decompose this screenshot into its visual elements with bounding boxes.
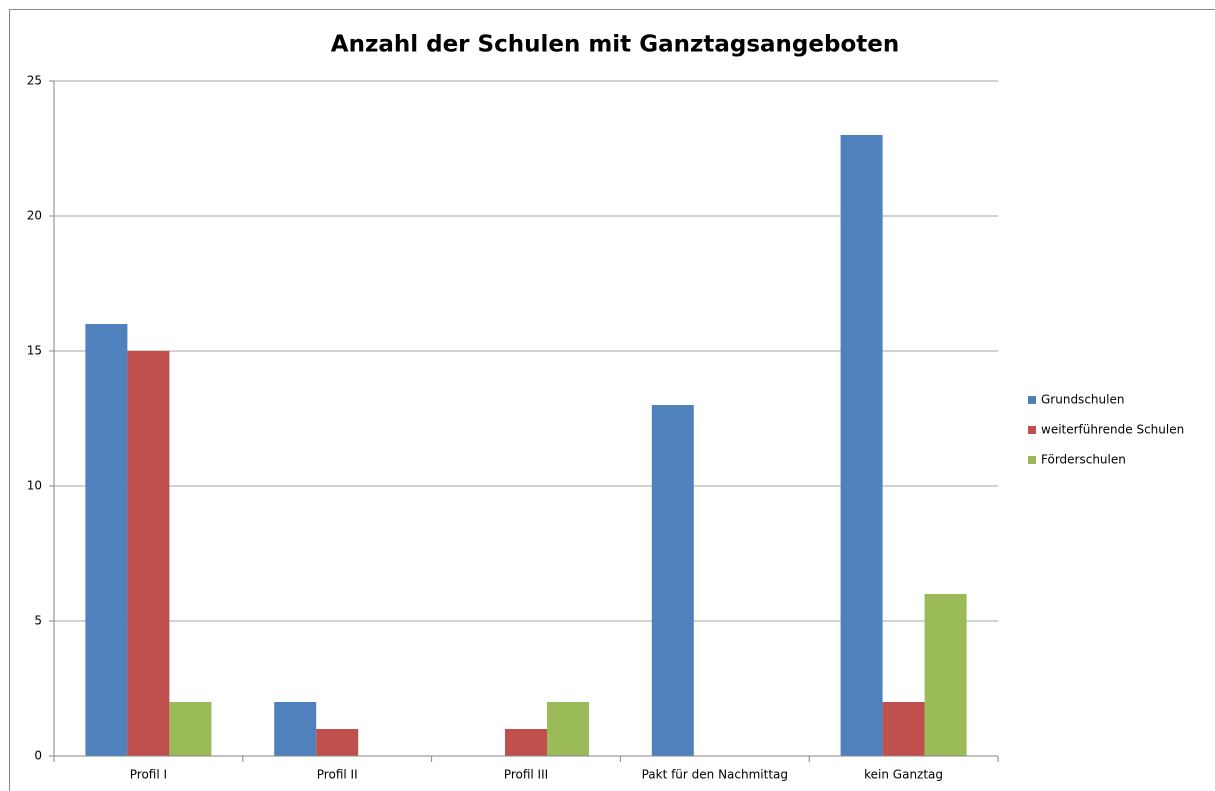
bar — [274, 702, 317, 756]
x-tick-label: Profil I — [130, 768, 167, 782]
y-tick-label: 20 — [27, 209, 42, 223]
y-tick-label: 10 — [27, 479, 42, 493]
bar — [169, 702, 212, 756]
bar — [505, 729, 547, 756]
bar — [547, 702, 589, 756]
legend-label: Grundschulen — [1041, 393, 1124, 407]
legend-swatch — [1028, 396, 1036, 404]
x-tick-label: Profil II — [317, 768, 358, 782]
legend-swatch — [1028, 456, 1036, 464]
chart-title: Anzahl der Schulen mit Ganztagsangeboten — [331, 32, 899, 58]
bar — [882, 702, 925, 756]
bar — [651, 405, 694, 756]
y-tick-label: 15 — [27, 344, 42, 358]
chart-border — [9, 9, 1215, 791]
legend-swatch — [1028, 426, 1036, 434]
bar — [127, 351, 170, 756]
y-tick-label: 0 — [34, 749, 42, 763]
bar — [840, 135, 883, 756]
x-tick-label: Pakt für den Nachmittag — [642, 768, 788, 782]
x-tick-label: kein Ganztag — [864, 768, 943, 782]
bar — [85, 324, 128, 756]
legend-label: Förderschulen — [1041, 453, 1126, 467]
bar — [316, 729, 359, 756]
bar — [924, 594, 967, 756]
y-tick-label: 25 — [27, 74, 42, 88]
y-tick-label: 5 — [34, 614, 42, 628]
legend-label: weiterführende Schulen — [1041, 423, 1184, 437]
x-tick-label: Profil III — [504, 768, 548, 782]
